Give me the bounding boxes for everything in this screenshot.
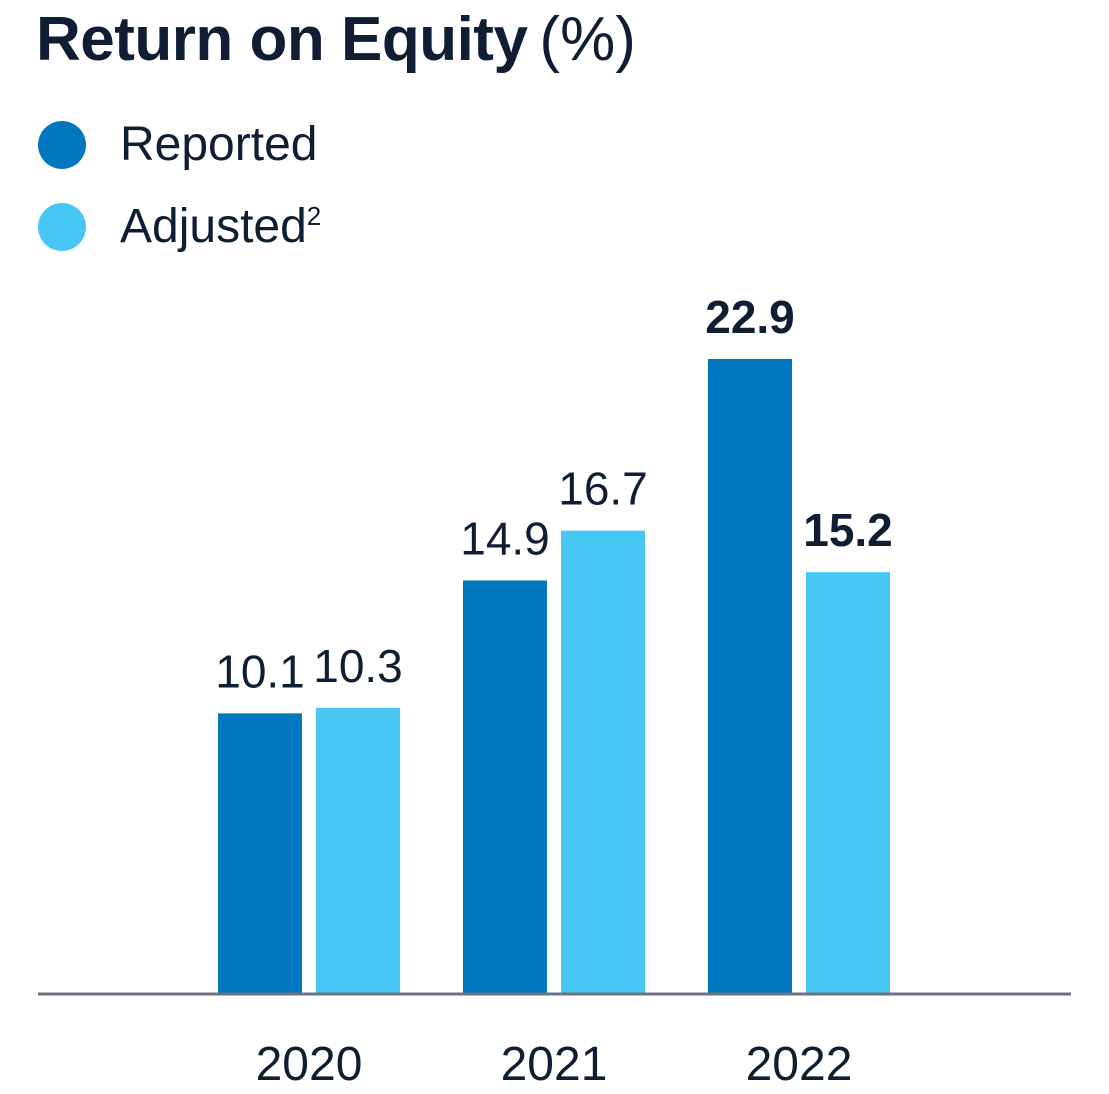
- chart-title-text: Return on Equity: [36, 5, 528, 74]
- data-label-adjusted-2021: 16.7: [558, 463, 648, 515]
- bar-reported-2020: [218, 713, 302, 993]
- legend-swatch-adjusted: [38, 203, 86, 251]
- chart-title-unit: (%): [539, 5, 636, 74]
- legend-item-reported: Reported: [38, 104, 321, 186]
- x-tick-label-2021: 2021: [501, 1038, 608, 1091]
- bar-reported-2021: [463, 580, 547, 993]
- bar-reported-2022: [708, 359, 792, 993]
- bar-adjusted-2021: [561, 530, 645, 993]
- x-tick-label-2022: 2022: [746, 1038, 853, 1091]
- legend-label-adjusted: Adjusted2: [120, 199, 321, 255]
- chart-legend: Reported Adjusted2: [38, 104, 321, 268]
- chart-title: Return on Equity (%): [36, 2, 636, 78]
- bar-adjusted-2022: [806, 572, 890, 993]
- legend-footnote-marker: 2: [306, 201, 322, 231]
- legend-swatch-reported: [38, 121, 86, 169]
- legend-item-adjusted: Adjusted2: [38, 186, 321, 268]
- data-label-reported-2022: 22.9: [705, 291, 795, 343]
- bar-adjusted-2020: [316, 707, 400, 993]
- data-label-adjusted-2020: 10.3: [313, 640, 403, 692]
- data-label-reported-2021: 14.9: [460, 512, 550, 564]
- legend-label-reported: Reported: [120, 118, 318, 171]
- legend-label-adjusted-text: Adjusted: [120, 200, 307, 253]
- data-label-adjusted-2022: 15.2: [803, 504, 893, 556]
- data-label-reported-2020: 10.1: [215, 645, 305, 697]
- x-tick-label-2020: 2020: [256, 1038, 363, 1091]
